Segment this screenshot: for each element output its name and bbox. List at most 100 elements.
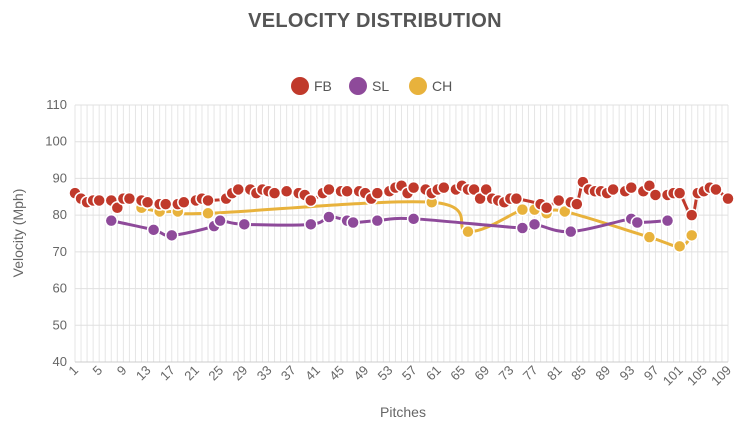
legend-item-fb[interactable]: FB: [291, 77, 332, 95]
y-tick-label: 100: [45, 134, 67, 149]
data-point-ch[interactable]: [642, 230, 657, 244]
data-point-fb[interactable]: [606, 182, 620, 197]
data-point-fb[interactable]: [624, 180, 639, 195]
y-tick-label: 70: [53, 244, 67, 259]
x-tick-label: 73: [496, 363, 517, 384]
x-tick-label: 105: [684, 363, 710, 389]
x-tick-label: 9: [114, 363, 130, 379]
data-point-fb[interactable]: [479, 182, 493, 197]
data-point-sl[interactable]: [515, 221, 530, 235]
y-tick-label: 90: [53, 170, 67, 185]
x-tick-label: 109: [708, 363, 734, 389]
x-tick-label: 81: [544, 363, 565, 384]
data-point-fb[interactable]: [279, 184, 294, 199]
data-point-sl[interactable]: [527, 217, 542, 232]
data-point-ch[interactable]: [515, 202, 530, 217]
series-fb: [68, 175, 735, 222]
data-point-sl[interactable]: [213, 213, 227, 228]
data-point-sl[interactable]: [304, 217, 318, 232]
data-point-fb[interactable]: [92, 193, 106, 208]
y-tick-label: 110: [46, 97, 67, 112]
x-tick-label: 21: [181, 363, 202, 384]
data-point-sl[interactable]: [564, 224, 578, 239]
data-point-fb[interactable]: [648, 188, 663, 202]
legend-item-ch[interactable]: CH: [409, 77, 452, 95]
data-point-ch[interactable]: [672, 239, 687, 254]
data-point-fb[interactable]: [122, 191, 137, 206]
x-tick-label: 13: [133, 363, 154, 384]
y-tick-label: 60: [53, 281, 67, 296]
legend-label-sl: SL: [372, 78, 389, 94]
legend-marker-fb: [291, 77, 309, 95]
data-point-fb[interactable]: [322, 182, 336, 197]
x-tick-label: 25: [205, 363, 226, 384]
data-point-sl[interactable]: [370, 213, 385, 228]
data-point-sl[interactable]: [322, 210, 336, 224]
data-point-sl[interactable]: [237, 217, 252, 232]
x-tick-label: 45: [326, 363, 347, 384]
data-point-sl[interactable]: [346, 215, 360, 230]
data-point-sl[interactable]: [630, 215, 645, 230]
x-axis-label: Pitches: [380, 404, 426, 420]
data-point-ch[interactable]: [461, 224, 475, 239]
x-tick-label: 33: [254, 363, 275, 384]
legend-item-sl[interactable]: SL: [349, 77, 389, 95]
x-tick-label: 29: [230, 363, 251, 384]
x-tick-label: 1: [65, 363, 81, 379]
data-point-fb[interactable]: [721, 191, 735, 206]
legend-label-fb: FB: [314, 78, 332, 94]
data-point-fb[interactable]: [509, 191, 524, 206]
legend-marker-ch: [409, 77, 427, 95]
data-point-fb[interactable]: [110, 201, 125, 215]
data-point-fb[interactable]: [201, 193, 215, 208]
data-point-fb[interactable]: [437, 180, 451, 195]
data-point-sl[interactable]: [406, 212, 421, 226]
data-point-fb[interactable]: [158, 197, 173, 211]
data-point-fb[interactable]: [231, 182, 245, 197]
data-point-fb[interactable]: [539, 201, 554, 215]
data-point-fb[interactable]: [570, 197, 584, 211]
data-point-fb[interactable]: [406, 180, 421, 195]
legend-label-ch: CH: [432, 78, 452, 94]
data-point-fb[interactable]: [672, 186, 687, 200]
x-tick-label: 69: [471, 363, 492, 384]
data-point-ch[interactable]: [684, 228, 699, 243]
data-point-fb[interactable]: [370, 186, 385, 200]
x-tick-label: 89: [592, 363, 613, 384]
y-axis-label: Velocity (Mph): [10, 189, 26, 278]
data-point-sl[interactable]: [164, 228, 179, 243]
data-point-fb[interactable]: [140, 195, 155, 210]
data-point-ch[interactable]: [201, 206, 215, 221]
data-point-fb[interactable]: [684, 208, 699, 222]
x-tick-label: 49: [351, 363, 372, 384]
data-point-fb[interactable]: [177, 195, 191, 210]
data-point-fb[interactable]: [551, 193, 566, 208]
y-tick-label: 80: [53, 207, 67, 222]
series-group: [68, 175, 735, 254]
x-tick-label: 97: [641, 363, 662, 384]
x-tick-label: 5: [90, 363, 106, 379]
data-point-sl[interactable]: [104, 213, 119, 228]
data-point-fb[interactable]: [304, 193, 318, 208]
chart-title: VELOCITY DISTRIBUTION: [248, 10, 502, 32]
data-point-sl[interactable]: [146, 223, 161, 237]
x-tick-label: 61: [423, 363, 444, 384]
x-tick-label: 77: [520, 363, 541, 384]
x-tick-label: 53: [375, 363, 396, 384]
data-point-sl[interactable]: [660, 213, 675, 228]
x-tick-label: 85: [568, 363, 589, 384]
y-tick-label: 50: [53, 317, 67, 332]
x-tick-label: 17: [157, 363, 178, 384]
legend-marker-sl: [349, 77, 367, 95]
data-point-fb[interactable]: [340, 184, 354, 199]
data-point-fb[interactable]: [642, 179, 657, 193]
data-point-fb[interactable]: [709, 182, 723, 197]
series-ch: [134, 195, 699, 254]
data-point-fb[interactable]: [267, 186, 282, 200]
legend[interactable]: FB SL CH: [291, 77, 452, 95]
series-sl: [104, 210, 675, 243]
data-point-ch[interactable]: [558, 204, 572, 219]
x-tick-label: 57: [399, 363, 420, 384]
x-tick-label: 65: [447, 363, 468, 384]
